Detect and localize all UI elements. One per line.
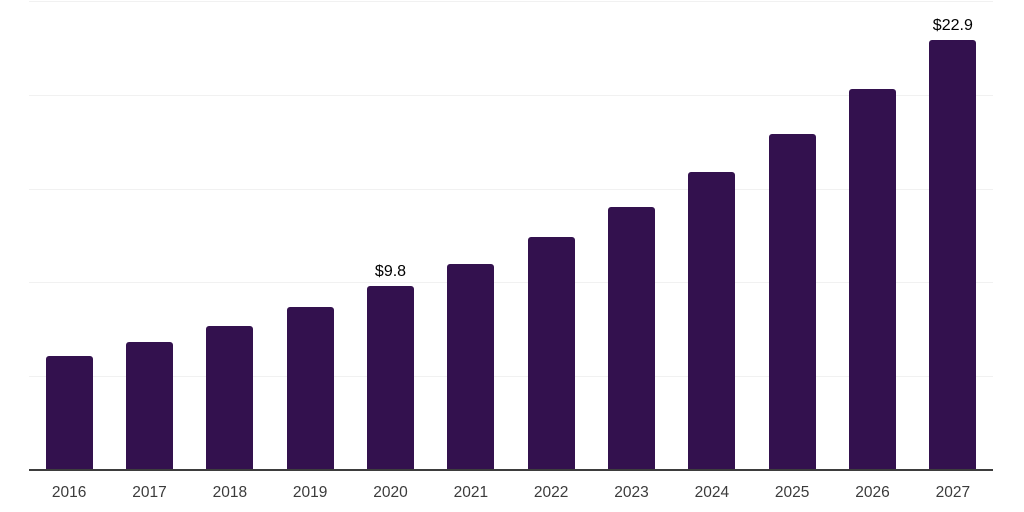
x-tick-label-2018: 2018 — [212, 484, 248, 501]
x-tick-label-2016: 2016 — [51, 484, 87, 501]
bar-value-label-2027: $22.9 — [932, 17, 973, 35]
bar-2019 — [286, 306, 334, 470]
bar-2020 — [367, 286, 414, 470]
x-tick-label-2019: 2019 — [292, 484, 328, 501]
x-tick-label-2020: 2020 — [373, 484, 408, 501]
bar-2026 — [849, 89, 896, 470]
bar-2018 — [206, 325, 254, 470]
bar-2016 — [45, 355, 93, 470]
bar-2024 — [688, 171, 736, 470]
bar-2025 — [768, 134, 816, 470]
bar-2017 — [126, 342, 173, 470]
x-tick-label-2021: 2021 — [453, 484, 489, 501]
x-tick-label-2025: 2025 — [774, 484, 810, 501]
x-tick-label-2027: 2027 — [935, 484, 971, 501]
x-axis-line — [29, 469, 993, 471]
bar-2022 — [527, 237, 575, 470]
bar-2027 — [929, 40, 977, 470]
x-tick-label-2023: 2023 — [614, 484, 649, 501]
x-tick-label-2017: 2017 — [132, 484, 167, 501]
x-tick-label-2024: 2024 — [694, 484, 730, 501]
x-tick-label-2026: 2026 — [855, 484, 890, 501]
bar-2023 — [608, 207, 655, 470]
bar-2021 — [447, 263, 495, 470]
x-tick-label-2022: 2022 — [533, 484, 569, 501]
gridline — [29, 0, 993, 2]
bar-value-label-2020: $9.8 — [374, 263, 407, 281]
